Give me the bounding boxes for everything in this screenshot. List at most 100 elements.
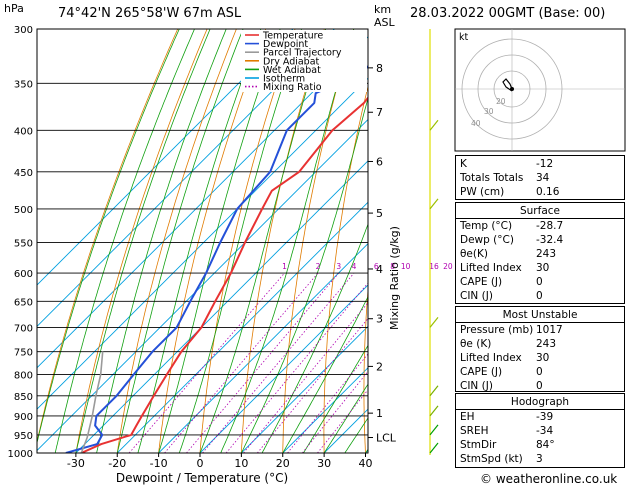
pressure-tick-label: 300 (14, 25, 33, 36)
legend-background (241, 30, 367, 92)
hodo-row-value: -39 (536, 411, 554, 423)
unstable-row-value: 1017 (536, 324, 563, 336)
surface-row-label: Dewp (°C) (460, 234, 514, 246)
pressure-tick-label: 350 (14, 79, 33, 90)
wind-barbs (429, 29, 439, 455)
isotherm-line (158, 242, 368, 453)
wind-barb (429, 119, 439, 131)
pressure-tick-label: 1000 (8, 449, 33, 460)
hodo-row-value: 3 (536, 453, 543, 465)
pressure-tick-label: 550 (14, 238, 33, 249)
km-tick-label: 2 (376, 360, 383, 373)
hodograph-ring-label: 30 (484, 107, 494, 116)
isotherm-line (37, 77, 368, 410)
km-tick-label: 8 (376, 62, 383, 75)
pressure-tick-label: 850 (14, 392, 33, 403)
km-tick-label: LCL (376, 432, 397, 445)
isotherm-line (282, 367, 368, 453)
hodo-row-label: StmDir (460, 439, 497, 451)
dry-adiabat-line (37, 29, 179, 444)
legend-label: Mixing Ratio (263, 82, 322, 93)
wind-barb (429, 317, 439, 328)
pressure-tick-label: 700 (14, 323, 33, 334)
datetime-title: 28.03.2022 00GMT (Base: 00) (410, 6, 606, 21)
most-unstable-title: Most Unstable (502, 309, 578, 321)
isotherm-line (37, 29, 335, 328)
legend-label: Dewpoint (263, 39, 308, 50)
isotherm-line (116, 201, 368, 453)
hodograph-ring-label: 40 (471, 119, 481, 128)
km-unit-label: km (374, 3, 392, 16)
hodograph-unit: kt (459, 32, 469, 43)
series-dewpoint-line (65, 64, 368, 453)
k-index-value: -12 (536, 158, 554, 170)
pressure-tick-label: 950 (14, 431, 33, 442)
mixing-ratio-label: 20 (443, 262, 453, 271)
unstable-row-value: 243 (536, 338, 557, 350)
mixing-ratio-line (128, 272, 285, 453)
wet-adiabat-line (116, 29, 244, 453)
mixing-ratio-label: 2 (316, 262, 321, 271)
legend-label: Temperature (262, 31, 323, 42)
unstable-row-label: Pressure (mb) (460, 324, 534, 336)
surface-row-label: CAPE (J) (460, 276, 503, 288)
pressure-tick-label: 450 (14, 168, 33, 179)
most-unstable-table: Most Unstable Pressure (mb) 1017 θe (K) 24… (455, 306, 625, 392)
hodograph-center (510, 87, 514, 91)
unstable-row-label: CIN (J) (460, 380, 493, 392)
hodograph-title: Hodograph (510, 396, 570, 408)
mixing-ratio-line (186, 272, 340, 453)
wet-adiabat-line (323, 383, 368, 453)
unstable-row-value: 30 (536, 352, 550, 364)
surface-row-value: 0 (536, 290, 543, 302)
km-tick-label: 1 (376, 407, 383, 420)
wind-barb (429, 385, 439, 397)
hodograph-trace (502, 78, 513, 92)
unstable-row-label: CAPE (J) (460, 366, 503, 378)
surface-row-value: 30 (536, 262, 550, 274)
pressure-tick-label: 400 (14, 126, 33, 137)
mixing-ratio-label: 3 (336, 262, 341, 271)
pressure-tick-label: 750 (14, 348, 33, 359)
credit-link[interactable]: © weatheronline.co.uk (480, 472, 618, 486)
pw-label: PW (cm) (460, 186, 505, 198)
surface-row-label: Lifted Index (460, 262, 522, 274)
surface-row-label: CIN (J) (460, 290, 493, 302)
unstable-row-value: 0 (536, 380, 543, 392)
pw-value: 0.16 (536, 186, 560, 198)
totals-label: Totals Totals (460, 172, 524, 184)
totals-value: 34 (536, 172, 550, 184)
pressure-tick-label: 650 (14, 297, 33, 308)
isotherm-line (75, 160, 368, 453)
mixing-ratio-label: 10 (401, 262, 411, 271)
mixing-ratio-label: 1 (282, 262, 287, 271)
x-tick-label: -20 (108, 457, 126, 470)
legend-label: Parcel Trajectory (263, 48, 342, 59)
hodo-row-label: SREH (460, 425, 489, 437)
mixing-ratio-label: 6 (374, 262, 379, 271)
surface-row-value: 0 (536, 276, 543, 288)
x-tick-label: -10 (150, 457, 168, 470)
plot-frame (36, 28, 369, 454)
wind-barb (429, 424, 439, 436)
wet-adiabat-line (158, 29, 281, 453)
wet-adiabat-line (75, 29, 211, 453)
indices-table: K -12 Totals Totals 34 PW (cm) 0.16 (455, 155, 625, 200)
legend-label: Isotherm (263, 74, 305, 85)
hodograph-table: Hodograph EH -39 SREH -34 StmDir 84° StmSpd… (455, 393, 625, 468)
mixing-ratio-label: 16 (429, 262, 439, 271)
km-tick-label: 6 (376, 155, 383, 168)
wet-adiabat-line (54, 29, 195, 453)
asl-unit-label: ASL (374, 16, 395, 29)
legend-label: Wet Adiabat (263, 65, 321, 76)
x-axis-title: Dewpoint / Temperature (°C) (116, 471, 288, 485)
surface-row-label: Temp (°C) (460, 220, 513, 232)
surface-row-value: -32.4 (536, 234, 564, 246)
surface-table: Surface Temp (°C) -28.7 Dewp (°C) -32.4 θe… (455, 202, 625, 304)
km-tick-label: 7 (376, 106, 383, 119)
km-tick-label: 3 (376, 313, 383, 326)
wind-barb (429, 198, 439, 210)
wind-barb (429, 405, 439, 417)
